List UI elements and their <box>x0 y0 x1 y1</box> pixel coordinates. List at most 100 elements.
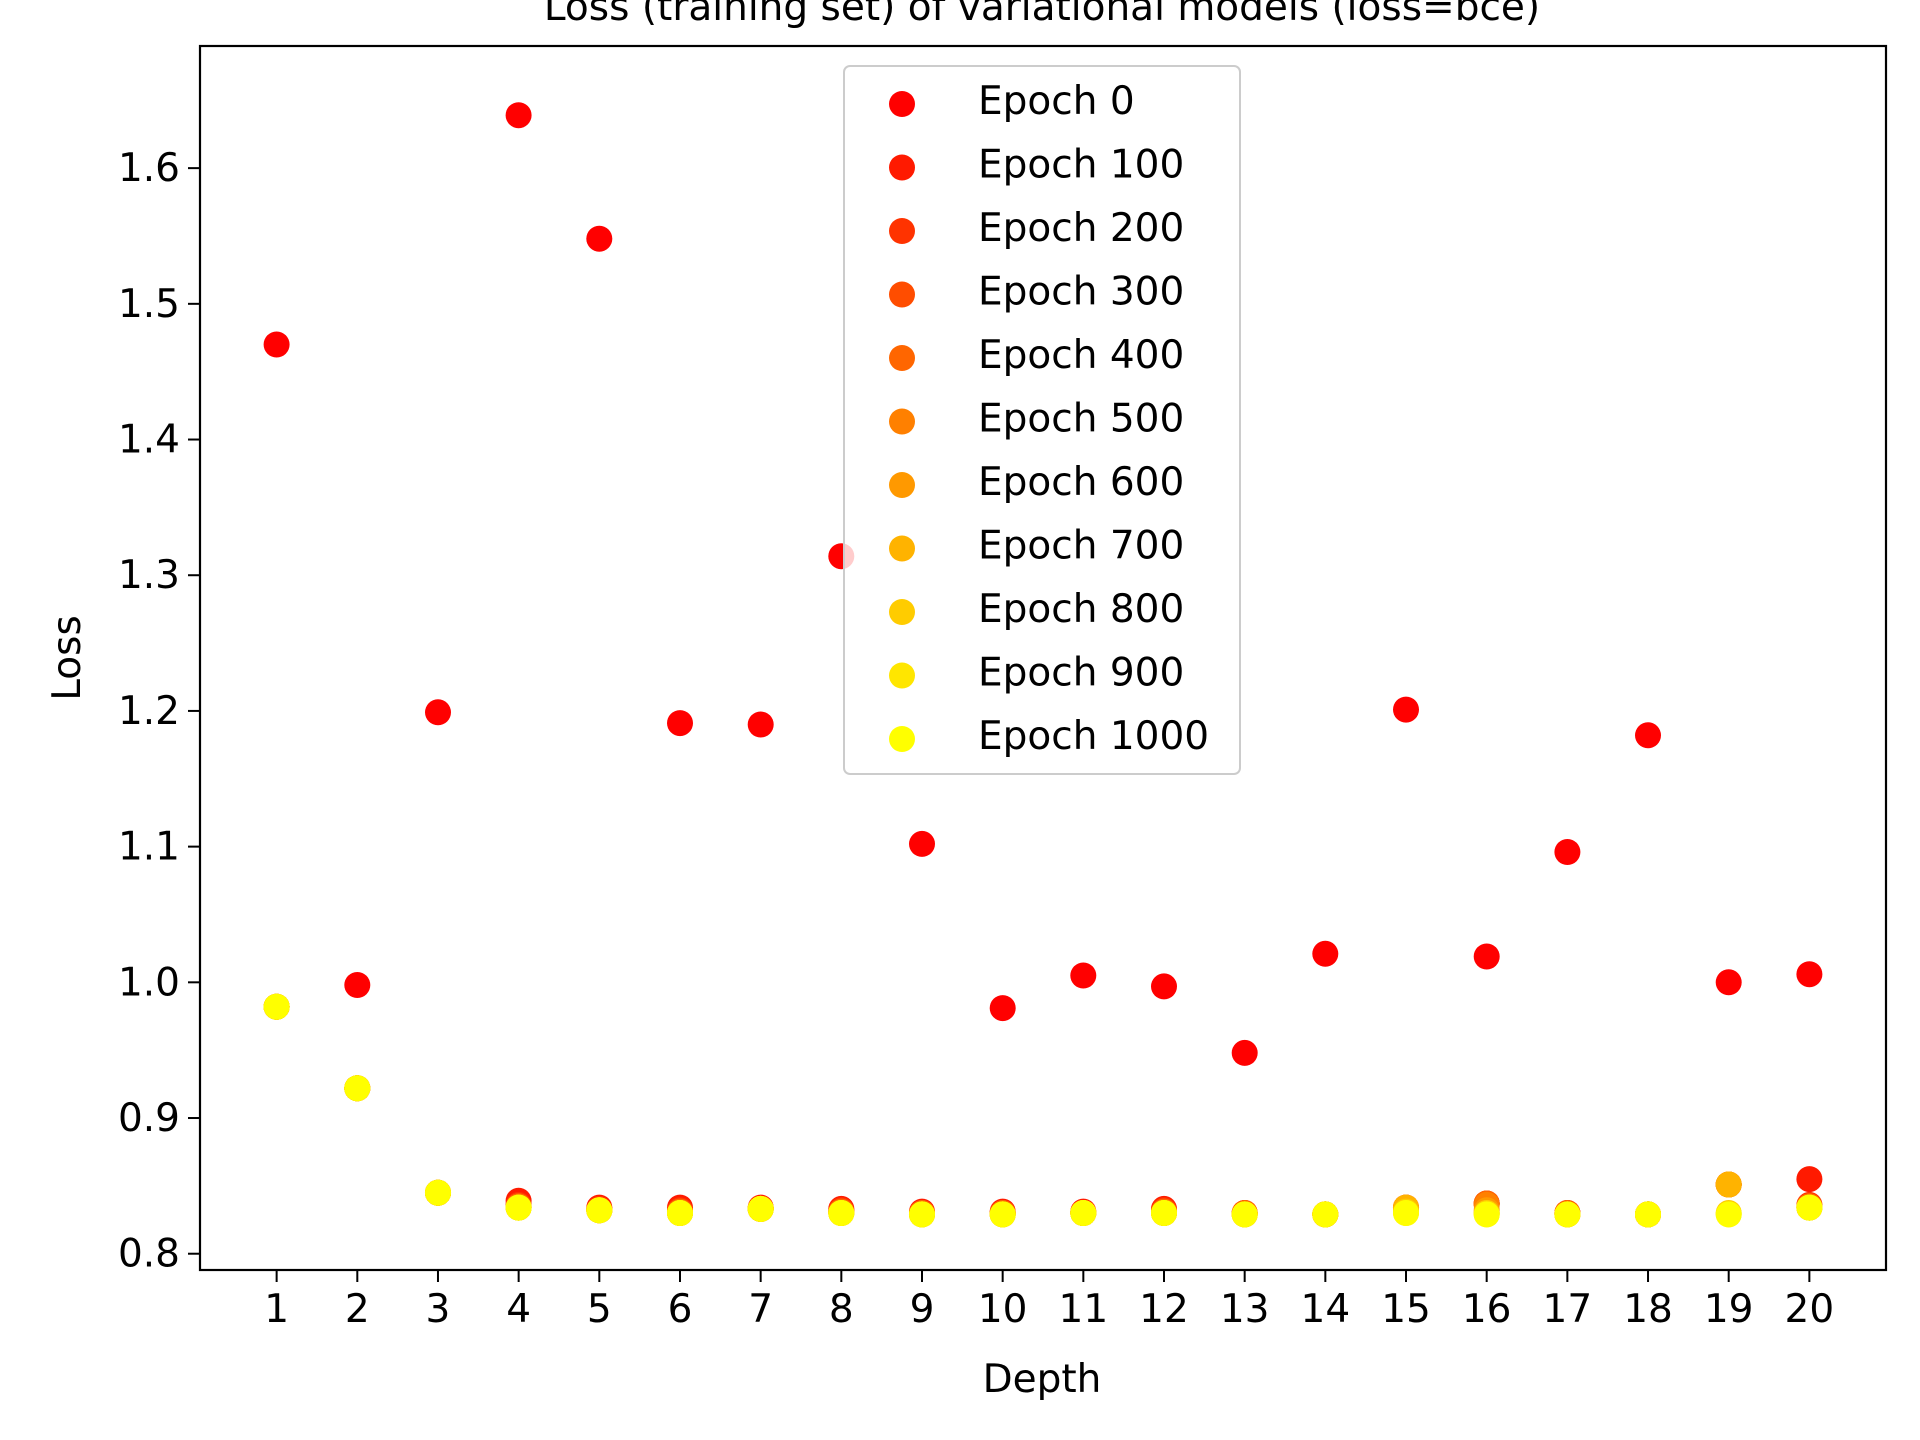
x-tick-label: 11 <box>1059 1287 1109 1332</box>
x-tick-label: 2 <box>345 1287 370 1332</box>
legend-label: Epoch 800 <box>978 587 1184 632</box>
data-point-s0-x12 <box>1151 973 1177 1000</box>
x-tick-label: 9 <box>910 1287 935 1332</box>
legend-marker <box>889 218 915 244</box>
data-point-s10-x11 <box>1070 1200 1097 1226</box>
legend-marker <box>889 408 915 435</box>
x-tick-label: 7 <box>748 1287 773 1332</box>
legend-marker <box>889 281 915 308</box>
legend-frame <box>843 65 1241 775</box>
x-tick-label: 17 <box>1543 1287 1593 1332</box>
data-point-s0-x11 <box>1070 962 1097 989</box>
data-point-s0-x13 <box>1231 1039 1258 1066</box>
x-tick-label: 3 <box>426 1287 451 1332</box>
legend-marker <box>889 662 915 689</box>
data-point-s0-x14 <box>1312 940 1339 967</box>
data-point-s10-x9 <box>909 1201 935 1228</box>
data-point-s0-x18 <box>1635 722 1661 749</box>
data-point-s10-x8 <box>828 1200 855 1226</box>
data-point-s0-x5 <box>586 225 613 252</box>
legend-label: Epoch 700 <box>978 524 1184 569</box>
x-tick-label: 19 <box>1704 1287 1754 1332</box>
y-tick-label: 1.4 <box>118 418 180 463</box>
x-tick-label: 6 <box>668 1287 693 1332</box>
y-axis-ticks: 0.8 0.9 1.0 1.1 1.2 1.3 1.4 1.5 1.6 <box>118 146 200 1277</box>
x-tick-label: 13 <box>1220 1287 1270 1332</box>
data-points <box>263 102 1823 1228</box>
data-point-s10-x7 <box>747 1195 774 1222</box>
legend-items: Epoch 0 Epoch 100 Epoch 200 Epoch 300 Epoch … <box>889 79 1209 759</box>
legend-label: Epoch 300 <box>978 270 1184 315</box>
data-point-s10-x2 <box>344 1075 371 1102</box>
data-point-s10-x3 <box>425 1179 451 1206</box>
data-point-s0-x15 <box>1393 696 1419 723</box>
data-point-s0-x4 <box>505 102 532 129</box>
data-point-s0-x20 <box>1796 961 1823 988</box>
legend-label: Epoch 100 <box>978 143 1184 188</box>
data-point-s10-x20 <box>1796 1194 1823 1221</box>
data-point-s0-x2 <box>344 972 371 998</box>
x-tick-label: 20 <box>1785 1287 1835 1332</box>
legend-marker <box>889 345 915 371</box>
data-point-s10-x14 <box>1312 1201 1339 1228</box>
data-point-s10-x4 <box>505 1194 532 1221</box>
legend-label: Epoch 600 <box>978 460 1184 505</box>
legend-marker <box>889 726 915 752</box>
data-point-s10-x1 <box>263 993 290 1020</box>
data-point-s10-x12 <box>1151 1200 1177 1226</box>
x-tick-label: 14 <box>1301 1287 1351 1332</box>
legend-label: Epoch 400 <box>978 333 1184 378</box>
legend-label: Epoch 1000 <box>978 714 1209 759</box>
x-axis-label: Depth <box>983 1357 1102 1402</box>
x-tick-label: 18 <box>1623 1287 1673 1332</box>
y-tick-label: 1.5 <box>118 282 180 327</box>
x-tick-label: 10 <box>978 1287 1028 1332</box>
y-tick-label: 1.1 <box>118 825 180 870</box>
x-axis-ticks: 1 2 3 4 5 6 7 8 9 10 11 12 13 14 15 16 17 18 19 20 <box>264 1270 1834 1332</box>
data-point-s0-x7 <box>747 711 774 738</box>
x-tick-label: 16 <box>1462 1287 1512 1332</box>
x-tick-label: 5 <box>587 1287 612 1332</box>
legend-marker <box>889 154 915 181</box>
y-tick-label: 1.0 <box>118 960 180 1005</box>
data-point-s10-x5 <box>586 1197 613 1224</box>
y-tick-label: 1.2 <box>118 689 180 734</box>
data-point-s10-x15 <box>1393 1200 1419 1226</box>
y-axis-label: Loss <box>45 615 90 701</box>
y-tick-label: 1.3 <box>118 553 180 598</box>
data-point-s10-x17 <box>1554 1201 1581 1228</box>
legend-label: Epoch 200 <box>978 206 1184 251</box>
data-point-s10-x13 <box>1231 1201 1258 1228</box>
legend-marker <box>889 472 915 498</box>
data-point-s7-x19 <box>1715 1171 1742 1198</box>
chart-title: Loss (training set) of variational model… <box>544 0 1540 30</box>
data-point-s0-x17 <box>1554 839 1581 865</box>
x-tick-label: 12 <box>1139 1287 1189 1332</box>
data-point-s1-x20 <box>1796 1166 1823 1193</box>
legend-marker <box>889 535 915 562</box>
legend-marker <box>889 599 915 625</box>
data-point-s10-x19 <box>1715 1201 1742 1228</box>
legend-label: Epoch 0 <box>978 79 1135 124</box>
data-point-s0-x1 <box>263 331 290 358</box>
legend-label: Epoch 500 <box>978 397 1184 442</box>
data-point-s0-x6 <box>667 710 693 737</box>
data-point-s10-x10 <box>989 1201 1016 1228</box>
y-tick-label: 0.9 <box>118 1096 180 1141</box>
plot-area-frame <box>198 44 1888 1272</box>
data-point-s0-x10 <box>989 995 1016 1022</box>
data-point-s0-x19 <box>1715 969 1742 996</box>
data-point-s10-x6 <box>667 1200 693 1226</box>
x-tick-label: 1 <box>264 1287 289 1332</box>
x-tick-label: 8 <box>829 1287 854 1332</box>
data-point-s10-x16 <box>1473 1201 1500 1228</box>
y-tick-label: 0.8 <box>118 1232 180 1277</box>
legend-marker <box>889 91 915 117</box>
data-point-s0-x9 <box>909 830 935 857</box>
data-point-s0-x16 <box>1473 943 1500 970</box>
data-point-s10-x18 <box>1635 1201 1661 1228</box>
legend: Epoch 0 Epoch 100 Epoch 200 Epoch 300 Epoch … <box>843 65 1241 775</box>
x-tick-label: 4 <box>506 1287 531 1332</box>
x-tick-label: 15 <box>1381 1287 1431 1332</box>
